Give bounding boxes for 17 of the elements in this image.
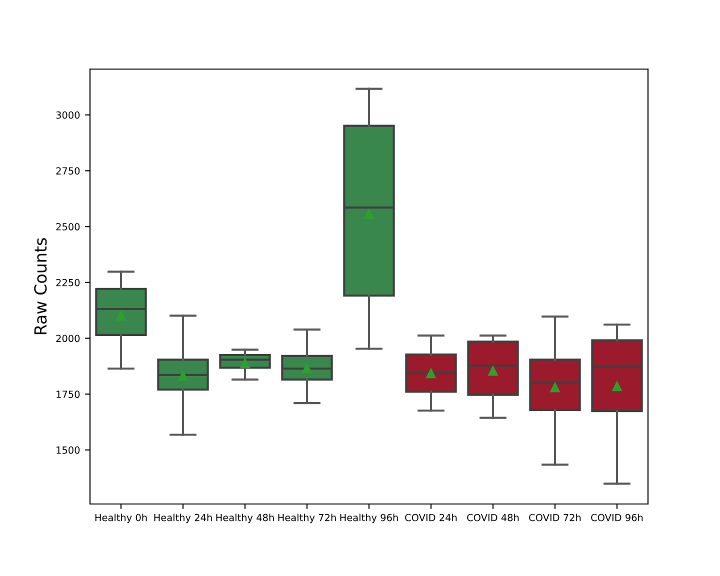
y-tick-label: 3000 — [56, 111, 80, 119]
x-tick-label: Healthy 72h — [278, 514, 336, 524]
y-axis-title: Raw Counts — [34, 238, 47, 334]
x-tick-label: Healthy 24h — [154, 514, 212, 524]
x-tick-label: COVID 24h — [405, 514, 457, 522]
y-tick-label: 1750 — [56, 390, 80, 398]
y-tick-label: 2500 — [56, 223, 80, 230]
y-tick-label: 2750 — [56, 167, 80, 175]
x-tick-label: Healthy 48h — [216, 514, 274, 524]
y-tick-label: 2000 — [56, 334, 80, 342]
x-tick-label: Healthy 96h — [340, 514, 398, 524]
y-tick-label: 1500 — [56, 446, 80, 454]
x-tick-label: COVID 96h — [591, 514, 643, 522]
y-tick-label: 2250 — [56, 278, 80, 286]
x-tick-label: COVID 48h — [467, 514, 519, 522]
x-tick-label: Healthy 0h — [95, 514, 147, 524]
x-tick-label: COVID 72h — [529, 514, 581, 522]
